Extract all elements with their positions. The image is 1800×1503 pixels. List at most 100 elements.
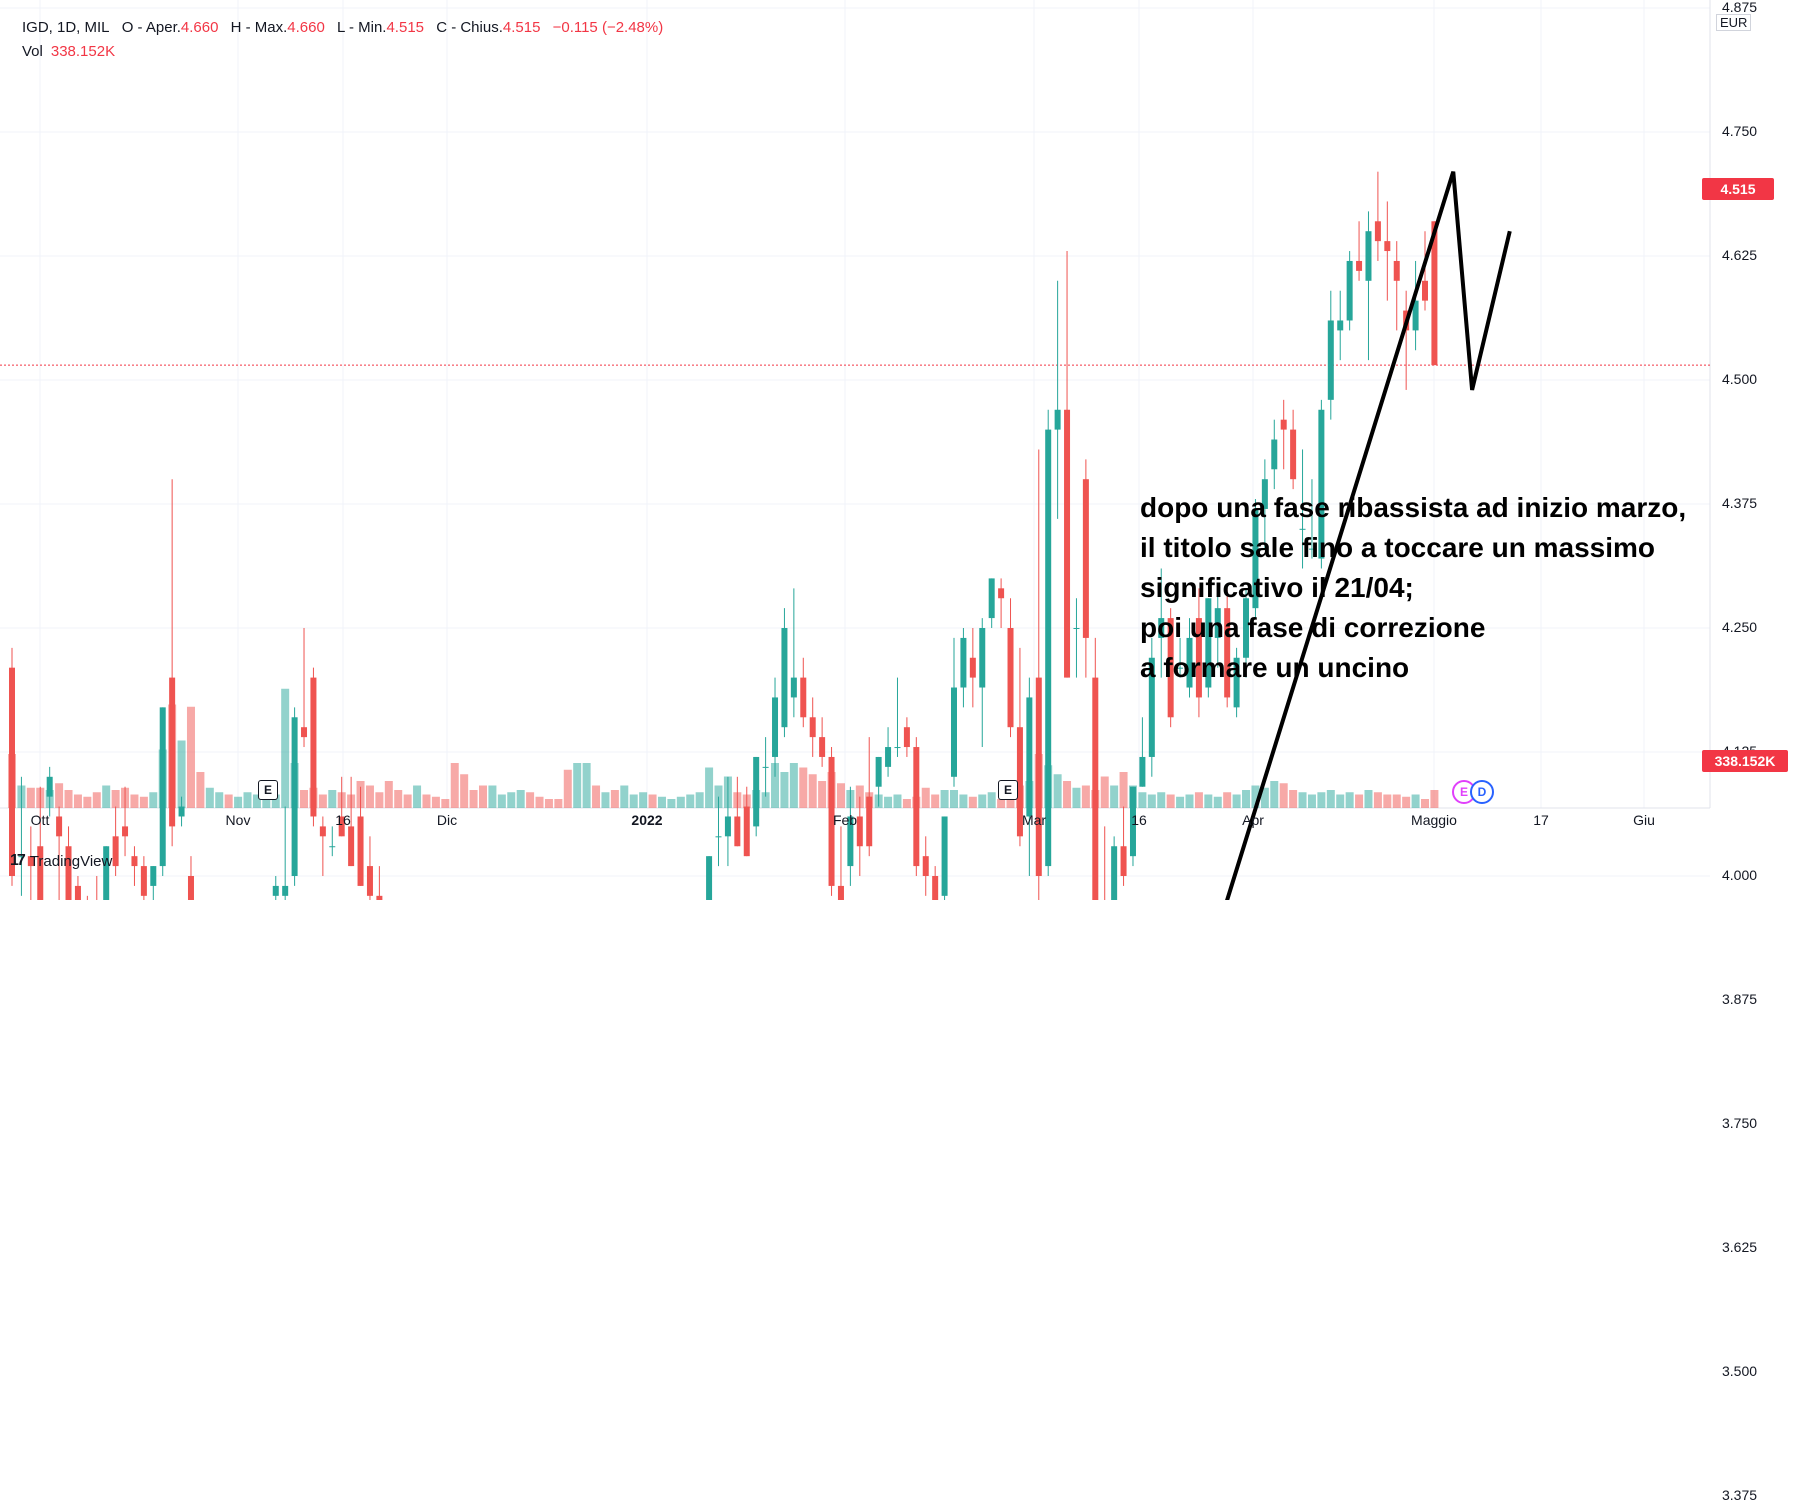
volume-bar [997, 799, 1006, 808]
candle [1007, 598, 1014, 738]
volume-bar [1411, 794, 1420, 808]
currency-button[interactable]: EUR [1716, 14, 1752, 31]
candle-body [724, 816, 731, 837]
volume-bar [771, 763, 780, 808]
volume-bar [968, 796, 977, 808]
candle [1195, 588, 1202, 718]
candle [734, 776, 741, 847]
volume-bar [450, 763, 459, 808]
candle [800, 657, 807, 728]
x-tick-label: 17 [1533, 812, 1549, 828]
volume-bar [657, 796, 666, 808]
x-tick-label: Apr [1242, 812, 1264, 828]
volume-bar [535, 796, 544, 808]
candle-body [1233, 657, 1240, 708]
volume-bar [55, 783, 64, 808]
candle-body [46, 776, 53, 797]
annotation-trendline[interactable] [1133, 171, 1512, 900]
volume-bar [488, 785, 497, 808]
candle [724, 776, 731, 867]
y-tick-label: 4.875 [1722, 0, 1758, 15]
volume-bar [620, 785, 629, 808]
candle [1054, 280, 1061, 519]
candle [1026, 677, 1033, 876]
candle-body [875, 756, 882, 787]
candle [1082, 459, 1089, 678]
candle-body [819, 737, 826, 757]
candle [1393, 241, 1400, 331]
volume-bar [252, 794, 261, 808]
candle-body [103, 846, 110, 900]
x-tick-label: Giu [1633, 812, 1655, 828]
candle-body [969, 657, 976, 678]
candle-body [65, 846, 72, 900]
candle [103, 846, 110, 900]
candle [1271, 419, 1278, 490]
volume-bar [92, 792, 101, 808]
legend-ohlc-row: IGD, 1D, MIL O - Aper.4.660 H - Max.4.66… [22, 16, 663, 40]
volume-bar [940, 790, 949, 808]
y-tick-label: 4.500 [1722, 371, 1758, 387]
candle-body [809, 717, 816, 738]
volume-bar [789, 763, 798, 808]
volume-bar [667, 799, 676, 808]
candlestick-chart[interactable] [0, 0, 1800, 900]
candle [1280, 399, 1287, 470]
candle-body [301, 727, 308, 738]
volume-bar [592, 785, 601, 808]
candle [329, 826, 336, 857]
candle [1064, 251, 1071, 678]
candle [37, 786, 44, 900]
events-badges[interactable]: E D [1452, 780, 1494, 804]
candle-body [1092, 677, 1099, 900]
volume-bar [281, 688, 290, 808]
volume-bar [318, 794, 327, 808]
volume-bar [516, 790, 525, 808]
candle [979, 618, 986, 748]
candle-body [56, 816, 63, 837]
volume-bar [1326, 790, 1335, 808]
legend-close-label: C - Chius. [436, 19, 503, 36]
volume-bar [921, 787, 930, 808]
candle [366, 836, 373, 900]
candle-body [1007, 628, 1014, 728]
volume-bar [1392, 794, 1401, 808]
x-tick-label: Nov [225, 812, 251, 828]
earnings-marker[interactable]: E [998, 780, 1018, 800]
candle [1016, 647, 1023, 847]
volume-bar [573, 763, 582, 808]
volume-bar [1364, 790, 1373, 808]
candle-body [1158, 618, 1165, 638]
candle-body [790, 677, 797, 698]
candle [866, 737, 873, 857]
x-tick-label: 2022 [631, 812, 663, 828]
volume-bar [497, 794, 506, 808]
candle [809, 697, 816, 757]
candle [376, 866, 383, 900]
candle-body [140, 866, 147, 896]
volume-bar [1166, 794, 1175, 808]
candle [1290, 409, 1297, 490]
volume-bar [1421, 799, 1429, 808]
legend-low-label: L - Min. [337, 19, 387, 36]
candle-body [715, 836, 722, 838]
candle [1129, 786, 1136, 867]
volume-bar [507, 792, 516, 808]
candle-body [150, 866, 157, 886]
candle [1139, 717, 1146, 787]
y-tick-label: 4.375 [1722, 495, 1758, 511]
candle [1120, 806, 1127, 886]
earnings-marker[interactable]: E [258, 780, 278, 800]
candle [1356, 221, 1363, 281]
candle-body [1195, 618, 1202, 698]
candle-body [837, 885, 844, 900]
annotation-text[interactable]: dopo una fase ribassista ad inizio marzo… [1140, 492, 1687, 683]
candle [282, 806, 289, 900]
candle-body [1290, 429, 1297, 480]
candle-body [131, 856, 138, 867]
volume-bar [1279, 783, 1288, 808]
candle-body [988, 578, 995, 619]
dividend-event-icon[interactable]: D [1470, 780, 1494, 804]
volume-bar [1251, 785, 1260, 808]
candle-body [1431, 221, 1438, 366]
